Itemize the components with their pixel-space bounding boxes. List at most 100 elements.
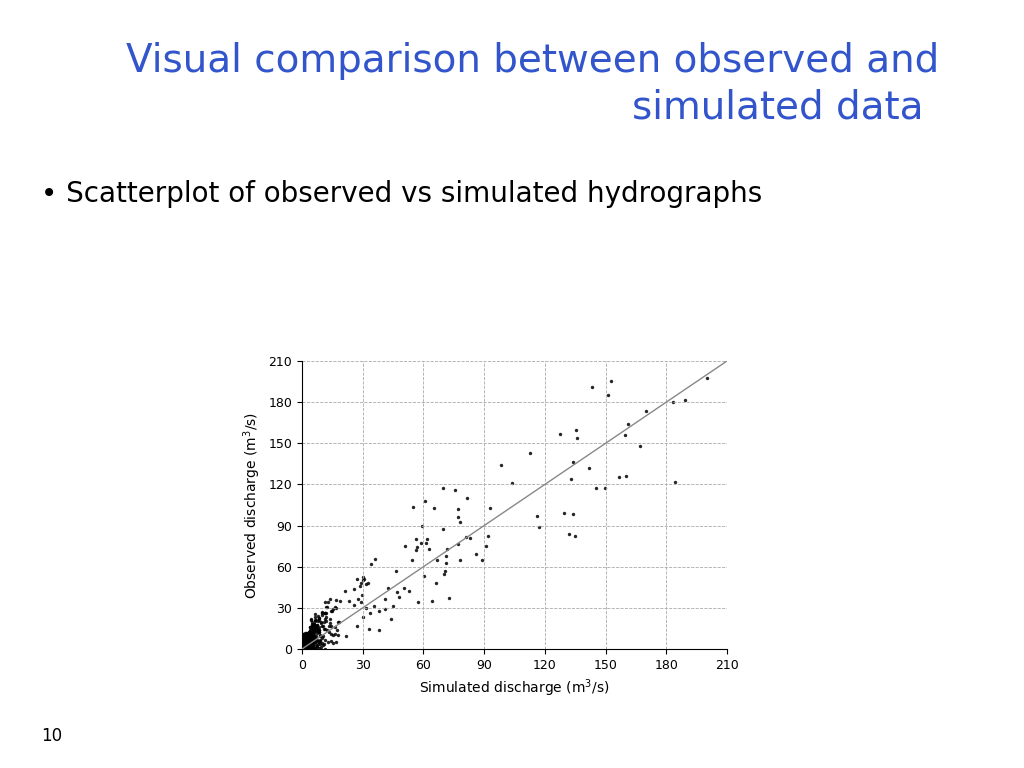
Point	[301, 633, 317, 645]
Point	[305, 631, 322, 643]
Point	[295, 637, 311, 650]
Point	[426, 502, 442, 515]
Point	[306, 608, 323, 621]
Text: • Scatterplot of observed vs simulated hydrographs: • Scatterplot of observed vs simulated h…	[41, 180, 762, 208]
Point	[321, 626, 337, 638]
Point	[297, 637, 313, 650]
Point	[564, 508, 581, 521]
Point	[304, 619, 321, 631]
Point	[621, 419, 637, 431]
Point	[295, 639, 311, 651]
Point	[297, 643, 313, 655]
Point	[295, 640, 311, 652]
Point	[303, 640, 319, 652]
Point	[296, 639, 312, 651]
Point	[297, 643, 313, 655]
Point	[296, 631, 312, 643]
Point	[300, 641, 316, 653]
Point	[387, 565, 403, 578]
Point	[298, 631, 314, 644]
Point	[313, 607, 330, 619]
Point	[298, 631, 314, 644]
Point	[311, 624, 328, 637]
Point	[299, 643, 315, 655]
Point	[294, 637, 310, 649]
Point	[308, 639, 325, 651]
Point	[308, 624, 325, 636]
Point	[297, 641, 313, 653]
Point	[300, 631, 316, 644]
Point	[304, 627, 321, 640]
Point	[482, 502, 499, 515]
Point	[302, 642, 318, 654]
Point	[302, 643, 318, 655]
Point	[294, 643, 310, 655]
Point	[295, 643, 311, 655]
Point	[304, 635, 321, 647]
Point	[322, 593, 338, 605]
Point	[581, 462, 597, 474]
Point	[305, 627, 322, 640]
Point	[294, 643, 310, 655]
Point	[301, 641, 317, 653]
Point	[328, 636, 344, 648]
Point	[438, 542, 455, 554]
Point	[299, 640, 315, 652]
Point	[552, 428, 568, 440]
Point	[311, 612, 328, 624]
Point	[297, 636, 313, 648]
Point	[298, 643, 314, 655]
Point	[308, 634, 325, 646]
Point	[301, 626, 317, 638]
Point	[327, 621, 343, 634]
Point	[302, 640, 318, 652]
Point	[304, 622, 321, 634]
Point	[311, 629, 328, 641]
Point	[421, 543, 437, 555]
Point	[294, 643, 310, 655]
Point	[305, 632, 322, 644]
Point	[296, 642, 312, 654]
Point	[311, 638, 328, 650]
Point	[303, 628, 319, 641]
Point	[312, 617, 329, 629]
Point	[297, 630, 313, 642]
Point	[297, 637, 313, 649]
Point	[308, 634, 325, 647]
Point	[493, 458, 509, 471]
Point	[297, 629, 313, 641]
Point	[295, 638, 311, 650]
Point	[312, 634, 329, 647]
Point	[303, 641, 319, 654]
Point	[408, 533, 424, 545]
Point	[305, 626, 322, 638]
Point	[303, 614, 319, 626]
Point	[307, 621, 324, 633]
Point	[298, 643, 314, 655]
Point	[302, 633, 318, 645]
Point	[450, 511, 466, 523]
Point	[299, 638, 315, 650]
Point	[301, 643, 317, 655]
Point	[309, 619, 326, 631]
Point	[297, 637, 313, 649]
Point	[458, 531, 474, 544]
Point	[355, 611, 372, 624]
Point	[295, 637, 311, 649]
Point	[302, 637, 318, 649]
Point	[307, 621, 324, 634]
Point	[296, 637, 312, 650]
Point	[304, 630, 321, 642]
Point	[296, 643, 312, 655]
Point	[301, 635, 317, 647]
Point	[298, 633, 314, 645]
Point	[355, 571, 372, 584]
Point	[303, 628, 319, 641]
Point	[297, 643, 313, 655]
Point	[416, 569, 432, 581]
Point	[294, 641, 310, 654]
Point	[296, 637, 312, 649]
Point	[299, 643, 315, 655]
Y-axis label: Observed discharge (m$^3$/s): Observed discharge (m$^3$/s)	[242, 412, 263, 598]
Point	[315, 638, 332, 650]
